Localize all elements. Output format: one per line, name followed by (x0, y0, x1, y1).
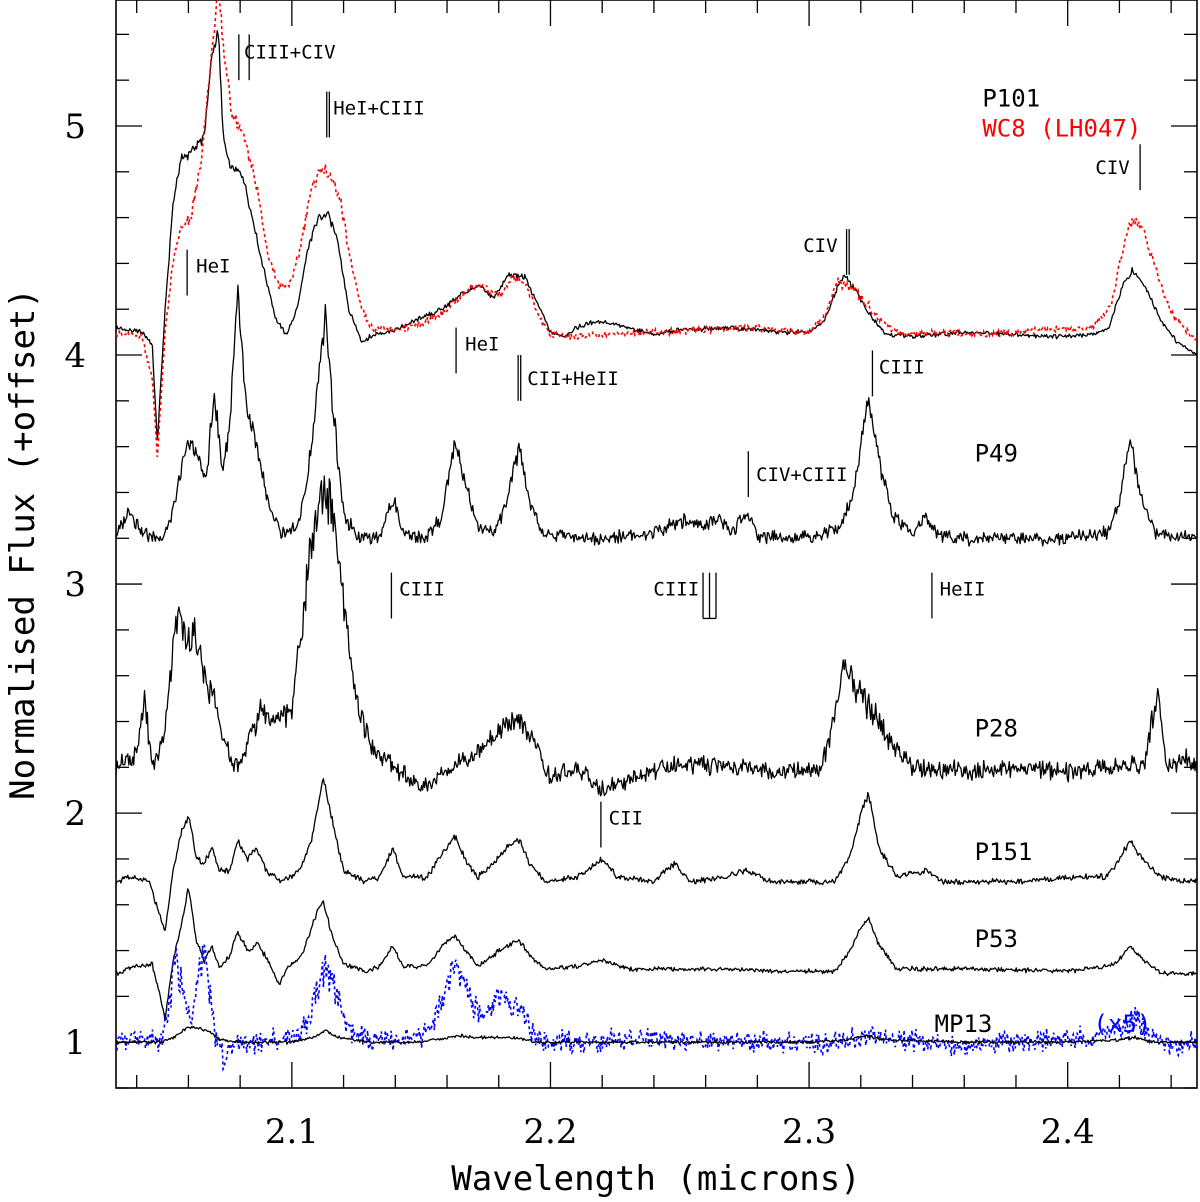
series-p53 (115, 888, 1198, 1021)
line-id-hei-ciii: HeI+CIII (326, 91, 425, 138)
line-id-label: CIII+CIV (244, 42, 336, 64)
line-id-heii: HeII (931, 572, 986, 619)
line-id-cii: CII (600, 801, 643, 848)
axis-ticks: 2.1 2.2 2.3 2.4 1 2 3 4 5 (64, 0, 1197, 1152)
line-id-ciii: CIII (653, 572, 717, 620)
line-id-label: CII+HeII (527, 368, 619, 390)
y-tick-label: 4 (64, 336, 86, 376)
curve-label-p53: P53 (975, 925, 1018, 953)
line-id-civ: CIV (803, 229, 850, 275)
line-id-hei: HeI (186, 249, 230, 296)
line-id-label: CIII (653, 579, 699, 601)
series-p151 (115, 778, 1198, 931)
curve-label-p49: P49 (975, 440, 1018, 468)
line-identifications: CIII+CIV HeI+CIII CIV CIV HeI HeI CII+HeII CIII… (186, 34, 1141, 848)
x-axis-label: Wavelength (microns) (451, 1159, 860, 1199)
x-tick-label: 2.2 (523, 1112, 577, 1152)
plot-frame (115, 0, 1198, 1089)
line-id-label: CIII (879, 356, 925, 378)
curve-label-p101: P101 (982, 84, 1040, 112)
line-id-ciii-civ: CIII+CIV (238, 34, 336, 81)
curve-label-x5: (x5) (1094, 1010, 1152, 1038)
line-id-ciii: CIII (390, 572, 445, 619)
line-id-civ: CIV (1095, 144, 1141, 191)
line-id-label: HeI (465, 334, 499, 356)
line-id-hei: HeI (455, 327, 499, 374)
y-tick-label: 5 (64, 107, 86, 147)
line-id-label: CIV (1095, 157, 1129, 179)
series-mp13 (115, 1025, 1198, 1045)
spectrum-series (115, 0, 1198, 1072)
curve-label-wc8-lh047: WC8 (LH047) (982, 114, 1141, 142)
line-id-label: CIII (399, 579, 445, 601)
line-id-label: CIV (803, 235, 837, 257)
curve-label-mp13: MP13 (935, 1010, 993, 1038)
line-id-label: HeI (196, 256, 230, 278)
line-id-label: CIV+CIII (756, 464, 848, 486)
line-id-ciii: CIII (871, 350, 925, 397)
line-id-label: HeII (940, 579, 986, 601)
y-axis-label: Normalised Flux (+offset) (3, 288, 43, 800)
y-tick-label: 1 (64, 1023, 86, 1063)
series-wc8-lh047 (115, 0, 1198, 458)
x-tick-label: 2.1 (265, 1112, 319, 1152)
line-id-label: HeI+CIII (333, 98, 425, 120)
y-tick-label: 3 (64, 565, 86, 605)
curve-label-p28: P28 (975, 714, 1018, 742)
y-tick-label: 2 (64, 794, 86, 834)
curve-label-p151: P151 (975, 838, 1033, 866)
series-p49 (115, 284, 1198, 547)
x-tick-label: 2.3 (782, 1112, 836, 1152)
series-mp13-x5 (115, 943, 1198, 1072)
line-id-label: CII (609, 808, 643, 830)
line-id-cii-heii: CII+HeII (517, 355, 619, 401)
line-id-civ-ciii: CIV+CIII (747, 451, 848, 498)
x-tick-label: 2.4 (1041, 1112, 1095, 1152)
series-p28 (115, 475, 1198, 797)
